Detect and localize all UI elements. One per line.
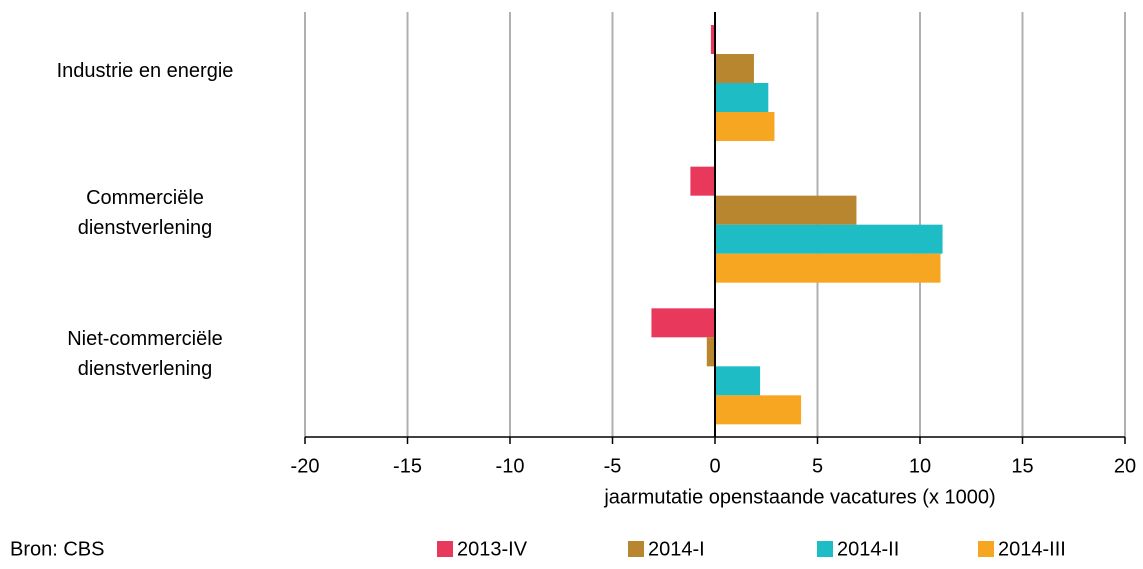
x-axis-label: jaarmutatie openstaande vacatures (x 100… <box>603 486 995 508</box>
legend-swatch <box>978 541 994 557</box>
y-tick-label: Commerciële dienstverlening <box>77 186 213 239</box>
y-tick-label: Industrie en energie <box>56 59 234 82</box>
x-tick-label: -5 <box>604 455 622 477</box>
bar <box>715 195 857 225</box>
y-tick-label: Niet-commerciële dienstverlening <box>67 328 223 381</box>
legend-swatch <box>437 541 453 557</box>
legend-swatch <box>817 541 833 557</box>
bar <box>715 253 941 283</box>
x-tick-label: 0 <box>709 455 720 477</box>
x-tick-label: 5 <box>812 455 823 477</box>
x-tick-label: 20 <box>1114 455 1136 477</box>
x-tick-label: -20 <box>291 455 320 477</box>
x-tick-label: 15 <box>1011 455 1033 477</box>
bar <box>715 83 769 112</box>
source: Bron: CBS <box>10 538 104 560</box>
bar <box>715 54 754 83</box>
legend-label: 2014-II <box>837 538 899 560</box>
legend-label: 2013-IV <box>457 538 528 560</box>
bar <box>715 112 775 141</box>
bar <box>715 366 761 396</box>
bar <box>715 395 802 425</box>
bar <box>651 308 715 338</box>
bar <box>710 25 715 54</box>
x-tick-label: 10 <box>909 455 931 477</box>
bar <box>715 224 943 254</box>
x-tick-label: -10 <box>496 455 525 477</box>
legend-label: 2014-I <box>648 538 705 560</box>
bar <box>706 337 715 367</box>
legend-label: 2014-III <box>998 538 1066 560</box>
legend-swatch <box>628 541 644 557</box>
bar <box>690 166 715 196</box>
x-tick-label: -15 <box>393 455 422 477</box>
